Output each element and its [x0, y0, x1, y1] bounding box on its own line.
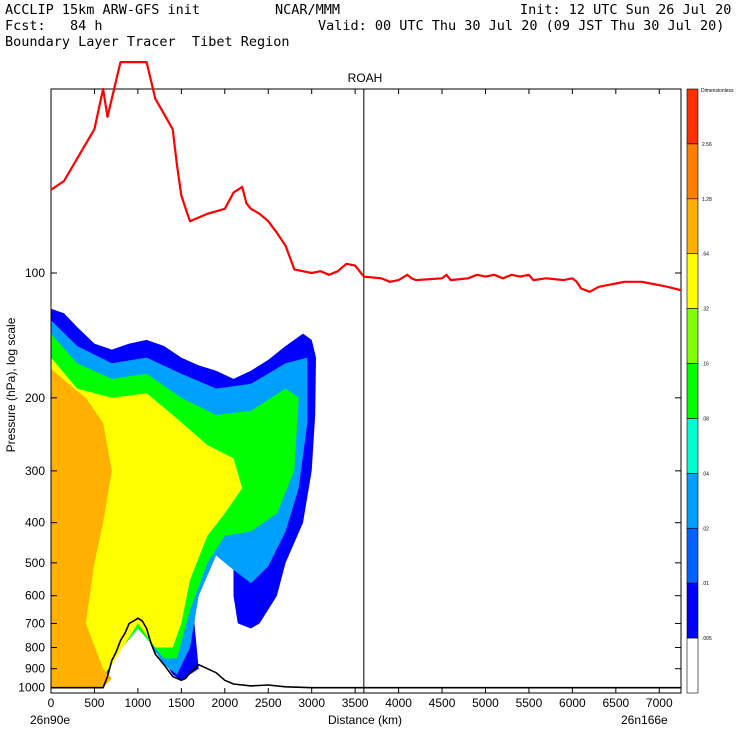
- colorbar-label-8: 1.28: [702, 197, 712, 203]
- y-tick-label-900: 900: [25, 662, 45, 676]
- x-tick-label-4500: 4500: [429, 696, 456, 710]
- x-axis-label: Distance (km): [328, 713, 402, 727]
- colorbar-swatch-3: [686, 253, 699, 309]
- plot-frame: [50, 88, 682, 694]
- x-tick-label-5500: 5500: [516, 696, 543, 710]
- x-end-label: 26n166e: [621, 713, 668, 727]
- colorbar-swatch-1: [686, 143, 699, 200]
- tracer-field-4: [51, 368, 112, 688]
- colorbar-label-6: .32: [702, 307, 709, 313]
- y-tick-label-100: 100: [25, 266, 45, 280]
- y-tick-label-500: 500: [25, 556, 45, 570]
- x-tick-label-6500: 6500: [602, 696, 629, 710]
- colorbar-swatch-9: [686, 582, 699, 639]
- colorbar-label-9: 2.56: [702, 142, 712, 148]
- y-tick-label-600: 600: [25, 589, 45, 603]
- x-tick-label-2000: 2000: [211, 696, 238, 710]
- overlay-lines: [50, 60, 682, 689]
- x-start-label: 26n90e: [30, 713, 70, 727]
- colorbar-swatch-8: [686, 527, 699, 584]
- y-axis-label: Pressure (hPa), log scale: [4, 317, 18, 452]
- x-tick-label-3000: 3000: [298, 696, 325, 710]
- header-line1-left: ACCLIP 15km ARW-GFS init: [5, 2, 201, 18]
- colorbar-swatch-10: [686, 637, 699, 694]
- x-tick-label-5000: 5000: [472, 696, 499, 710]
- x-tick-label-3500: 3500: [342, 696, 369, 710]
- x-tick-label-0: 0: [48, 696, 55, 710]
- colorbar-swatch-2: [686, 198, 699, 255]
- tracer-fields: [51, 308, 316, 688]
- colorbar-swatch-0: [686, 88, 699, 145]
- colorbar-label-1: .01: [702, 581, 709, 587]
- x-tick-label-1500: 1500: [168, 696, 195, 710]
- x-tick-label-1000: 1000: [125, 696, 152, 710]
- terrain-line: [51, 617, 681, 689]
- x-tick-label-500: 500: [84, 696, 104, 710]
- y-tick-label-200: 200: [25, 391, 45, 405]
- colorbar-label-7: .64: [702, 252, 709, 258]
- colorbar: .005 .01 .02 .04 .08 .16 .32 .64 1.28 2.56 Dimensi…: [686, 88, 734, 694]
- colorbar-label-3: .04: [702, 471, 709, 477]
- tropopause-line: [50, 60, 682, 293]
- header-line3-left: Boundary Layer Tracer Tibet Region: [5, 34, 290, 50]
- colorbar-swatch-5: [686, 363, 699, 419]
- x-tick-label-7000: 7000: [646, 696, 673, 710]
- colorbar-label-0: .005: [702, 636, 712, 642]
- axes: 0 500 1000 1500 2000 2500 3000 3500 4000 4500 5000…: [18, 88, 682, 710]
- header-line2-right: Valid: 00 UTC Thu 30 Jul 20 (09 JST Thu …: [318, 18, 725, 34]
- colorbar-label-2: .02: [702, 526, 709, 532]
- colorbar-swatch-7: [686, 473, 699, 529]
- x-tick-label-4000: 4000: [385, 696, 412, 710]
- header-line1-right: Init: 12 UTC Sun 26 Jul 20: [520, 2, 732, 18]
- colorbar-swatch-4: [686, 308, 699, 364]
- colorbar-title: Dimensionless: [701, 88, 734, 94]
- colorbar-swatch-6: [686, 418, 699, 474]
- header-line2-left: Fcst: 84 h: [5, 18, 103, 34]
- panel-label: ROAH: [348, 71, 383, 85]
- y-tick-label-1000: 1000: [18, 681, 45, 695]
- header-line1-center: NCAR/MMM: [275, 2, 341, 18]
- y-tick-label-400: 400: [25, 516, 45, 530]
- colorbar-label-4: .08: [702, 416, 709, 422]
- x-tick-label-2500: 2500: [255, 696, 282, 710]
- x-tick-label-6000: 6000: [559, 696, 586, 710]
- y-tick-label-300: 300: [25, 464, 45, 478]
- y-tick-label-700: 700: [25, 616, 45, 630]
- y-tick-label-800: 800: [25, 640, 45, 654]
- colorbar-label-5: .16: [702, 362, 709, 368]
